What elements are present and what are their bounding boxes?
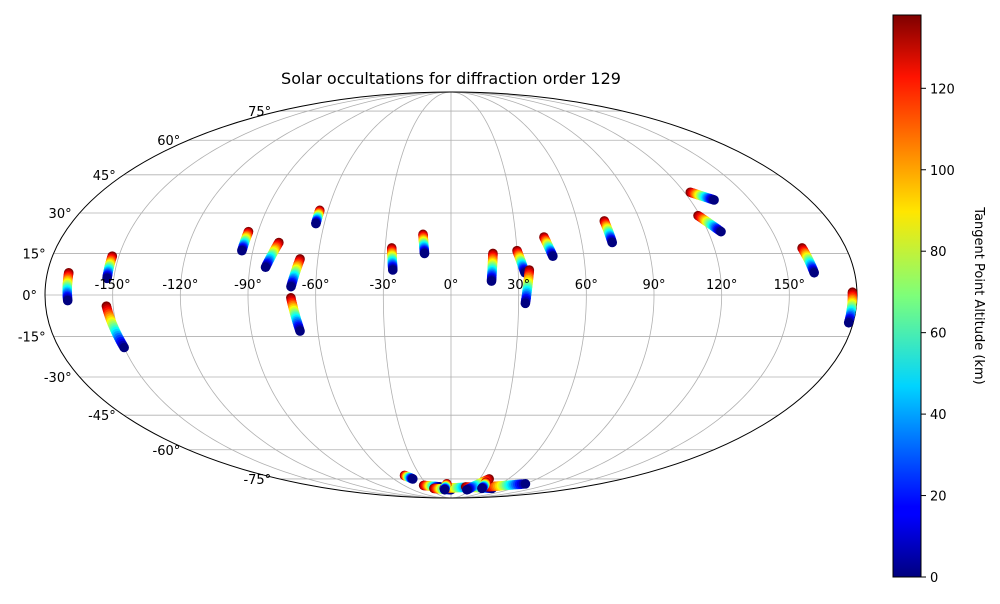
meridian-line bbox=[450, 91, 587, 499]
longitude-tick-label: 120° bbox=[706, 278, 737, 293]
occultation-point bbox=[843, 317, 854, 328]
occultation-point bbox=[520, 479, 531, 489]
colorbar-tick-label: 60 bbox=[930, 327, 947, 342]
longitude-tick-label: 90° bbox=[642, 278, 665, 293]
latitude-tick-label: 60° bbox=[157, 134, 180, 149]
occultation-point bbox=[419, 248, 430, 259]
longitude-tick-labels: -150° -120° -90° -60° -30° 0° 30° 60° 90° 120° 150… bbox=[95, 278, 805, 293]
latitude-tick-label: -30° bbox=[44, 371, 72, 386]
graticule bbox=[45, 91, 857, 499]
occultation-point bbox=[62, 295, 73, 306]
colorbar-tick-label: 100 bbox=[930, 164, 955, 179]
longitude-tick-label: -60° bbox=[302, 278, 330, 293]
meridian-line bbox=[315, 91, 452, 499]
colorbar: 0 20 40 60 80 100 120 Tangent Point Altitude (… bbox=[892, 14, 986, 586]
latitude-tick-label: 75° bbox=[248, 105, 271, 120]
latitude-tick-label: 45° bbox=[93, 169, 116, 184]
longitude-tick-label: 150° bbox=[774, 278, 805, 293]
colorbar-tick-label: 20 bbox=[930, 490, 947, 505]
occultation-point bbox=[716, 226, 726, 237]
meridian-line bbox=[450, 91, 520, 499]
meridian-line bbox=[179, 91, 452, 499]
colorbar-tick-label: 40 bbox=[930, 408, 947, 423]
chart-title: Solar occultations for diffraction order… bbox=[281, 69, 621, 88]
colorbar-tick-label: 120 bbox=[930, 82, 955, 97]
occultation-point bbox=[486, 276, 497, 286]
colorbar-tick-label: 0 bbox=[930, 571, 938, 586]
occultation-point bbox=[102, 273, 112, 284]
meridian-line bbox=[112, 91, 452, 499]
occultation-points bbox=[62, 187, 857, 495]
colorbar-tick-label: 80 bbox=[930, 245, 947, 260]
meridian-line bbox=[450, 91, 655, 499]
occultation-point bbox=[286, 281, 296, 292]
occultation-point bbox=[548, 251, 558, 261]
latitude-tick-label: 30° bbox=[49, 207, 72, 222]
meridian-line bbox=[450, 91, 723, 499]
latitude-tick-label: 15° bbox=[23, 247, 46, 262]
colorbar-ticks: 0 20 40 60 80 100 120 bbox=[921, 82, 955, 586]
occultation-point bbox=[520, 298, 531, 309]
occultation-point bbox=[119, 342, 129, 353]
meridian-line bbox=[382, 91, 452, 499]
latitude-tick-label: -75° bbox=[243, 473, 271, 488]
occultation-point bbox=[439, 484, 450, 495]
occultation-point bbox=[388, 265, 398, 275]
latitude-tick-label: -15° bbox=[18, 331, 46, 346]
occultation-point bbox=[809, 267, 819, 278]
occultation-point bbox=[607, 237, 618, 248]
occultation-point bbox=[462, 484, 472, 495]
longitude-tick-label: -150° bbox=[95, 278, 131, 293]
longitude-tick-label: -30° bbox=[369, 278, 397, 293]
longitude-tick-label: -90° bbox=[234, 278, 262, 293]
longitude-tick-label: 0° bbox=[444, 278, 459, 293]
occultation-point bbox=[295, 326, 305, 336]
occultation-point bbox=[477, 483, 487, 494]
occultation-point bbox=[237, 245, 247, 256]
latitude-tick-labels: -75° -60° -45° -30° -15° 0° 15° 30° 45° 60° 75° bbox=[18, 105, 271, 488]
latitude-tick-label: 0° bbox=[22, 289, 37, 304]
occultation-point bbox=[260, 262, 271, 273]
occultation-point bbox=[311, 218, 321, 229]
colorbar-gradient bbox=[892, 14, 922, 578]
meridian-line bbox=[450, 91, 790, 499]
meridian-line bbox=[247, 91, 452, 499]
latitude-tick-label: -60° bbox=[153, 444, 181, 459]
colorbar-label: Tangent Point Altitude (km) bbox=[971, 206, 986, 384]
longitude-tick-label: 30° bbox=[507, 278, 530, 293]
latitude-tick-label: -45° bbox=[88, 409, 116, 424]
occultation-point bbox=[709, 195, 719, 205]
occultation-point bbox=[408, 474, 418, 484]
longitude-tick-label: -120° bbox=[162, 278, 198, 293]
longitude-tick-label: 60° bbox=[575, 278, 598, 293]
